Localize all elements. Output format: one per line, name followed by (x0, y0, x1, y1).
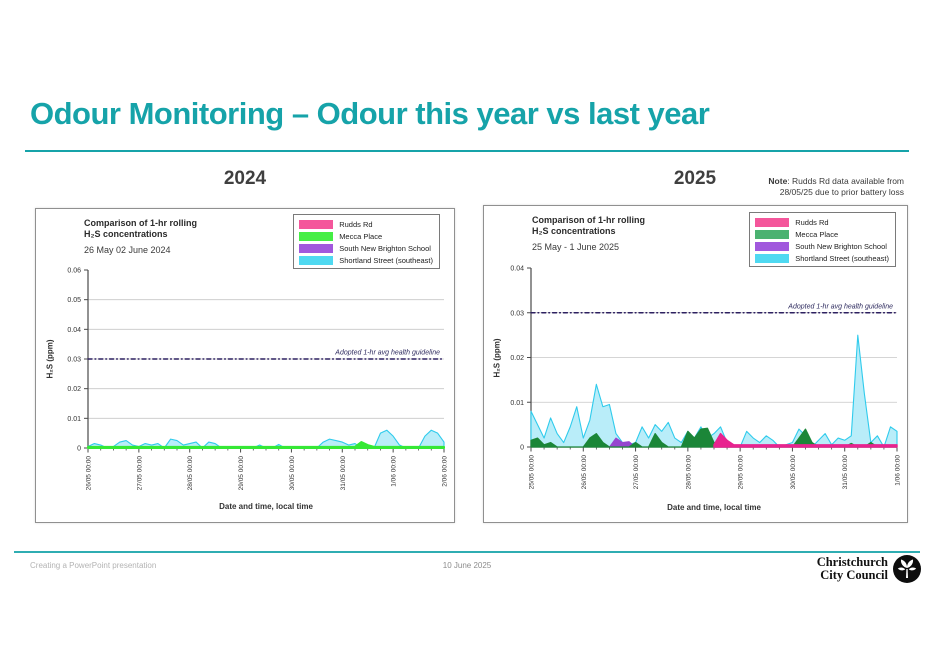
legend-label: Rudds Rd (795, 217, 829, 227)
legend-item: Rudds Rd (299, 219, 433, 229)
legend-item: Mecca Place (755, 229, 889, 239)
health-guideline-label: Adopted 1-hr avg health guideline (787, 303, 893, 310)
x-tick-label: 1/06 00:00 (391, 456, 398, 487)
note-line1: : Rudds Rd data available from (787, 176, 904, 186)
x-tick-label: 1/06 00:00 (895, 455, 902, 486)
chart-2025-ylabel: H₂S (ppm) (492, 338, 502, 378)
ccc-logo-icon (893, 555, 921, 583)
legend-item: South New Brighton School (299, 243, 433, 253)
chart-2024-title-line1: Comparison of 1-hr rolling (84, 218, 198, 228)
chart-2024-plot: 0 0.01 0.02 0.03 0.04 0.05 0.06 26/05 00:00 27/0… (67, 268, 449, 491)
legend-item: Shortland Street (southeast) (299, 255, 433, 265)
y-tick-label: 0.03 (510, 310, 524, 317)
chart-2024-title: Comparison of 1-hr rolling H₂S concentra… (84, 218, 197, 240)
ccc-logo: Christchurch City Council (817, 554, 922, 584)
legend-label: Mecca Place (339, 231, 383, 241)
y-tick-label: 0.02 (510, 355, 524, 362)
legend-item: South New Brighton School (755, 241, 889, 251)
legend-label: Shortland Street (southeast) (795, 253, 889, 263)
series-mecca-place (87, 441, 445, 449)
title-divider (25, 150, 909, 152)
chart-heading-2025: 2025 (673, 168, 717, 189)
legend-swatch (755, 229, 790, 239)
legend-item: Mecca Place (299, 231, 433, 241)
legend-swatch (299, 255, 334, 265)
note-bold: Note (768, 176, 788, 186)
chart-2025-title-line1: Comparison of 1-hr rolling (532, 215, 646, 225)
x-tick-label: 27/05 00:00 (136, 456, 143, 491)
ccc-logo-line1: Christchurch (816, 555, 888, 569)
legend-swatch (755, 241, 790, 251)
x-tick-label: 31/05 00:00 (842, 455, 849, 490)
chart-2024-subtitle: 26 May 02 June 2024 (84, 245, 171, 255)
y-tick-label: 0 (77, 446, 81, 453)
footer-caption: Creating a PowerPoint presentation (30, 561, 157, 570)
series-rudds-rd (713, 432, 898, 448)
legend-item: Rudds Rd (755, 217, 889, 227)
chart-2024-xlabel: Date and time, local time (219, 502, 313, 511)
x-tick-label: 26/05 00:00 (86, 456, 93, 491)
chart-2025-plot: 0 0.01 0.02 0.03 0.04 25/05 00:00 26/05 00:00 2… (510, 266, 902, 490)
legend-swatch (299, 219, 334, 229)
x-tick-label: 31/05 00:00 (340, 456, 347, 491)
chart-heading-2024: 2024 (223, 168, 267, 189)
note-text: Note: Rudds Rd data available from 28/05… (768, 176, 904, 198)
series-shortland-street-southeast (87, 429, 445, 449)
y-tick-label: 0.04 (67, 327, 81, 334)
chart-2025-title-line2: H₂S concentrations (532, 226, 616, 236)
legend-swatch (299, 243, 334, 253)
ccc-logo-line2: City Council (820, 568, 888, 582)
chart-2025-legend: Rudds Rd Mecca Place South New Brighton Sc… (749, 212, 896, 267)
chart-2025-xlabel: Date and time, local time (667, 503, 761, 512)
footer-divider (14, 551, 920, 553)
legend-label: Rudds Rd (339, 219, 373, 229)
legend-swatch (299, 231, 334, 241)
chart-2024-legend: Rudds Rd Mecca Place South New Brighton Sc… (293, 214, 440, 269)
legend-label: Shortland Street (southeast) (339, 255, 433, 265)
y-tick-label: 0.01 (67, 416, 81, 423)
legend-item: Shortland Street (southeast) (755, 253, 889, 263)
series-shortland-street-southeast (530, 334, 898, 448)
chart-2024-ylabel: H₂S (ppm) (45, 339, 55, 379)
x-tick-label: 28/05 00:00 (187, 456, 194, 491)
legend-swatch (755, 217, 790, 227)
x-tick-label: 30/05 00:00 (289, 456, 296, 491)
chart-2024-title-line2: H₂S concentrations (84, 229, 168, 239)
x-tick-label: 25/05 00:00 (529, 455, 536, 490)
legend-swatch (755, 253, 790, 263)
legend-label: Mecca Place (795, 229, 839, 239)
x-tick-label: 26/05 00:00 (581, 455, 588, 490)
legend-label: South New Brighton School (339, 243, 431, 253)
x-tick-label: 2/06 00:00 (442, 456, 449, 487)
x-tick-label: 30/05 00:00 (790, 455, 797, 490)
y-tick-label: 0.05 (67, 297, 81, 304)
chart-panel-2024: 0 0.01 0.02 0.03 0.04 0.05 0.06 26/05 00:00 27/0… (35, 208, 455, 523)
y-tick-label: 0 (520, 445, 524, 452)
footer-date: 10 June 2025 (442, 561, 492, 570)
y-tick-label: 0.01 (510, 400, 524, 407)
health-guideline-label: Adopted 1-hr avg health guideline (334, 350, 440, 357)
page-title: Odour Monitoring – Odour this year vs la… (30, 96, 710, 131)
note-line2: 28/05/25 due to prior battery loss (779, 187, 904, 197)
chart-panel-2025: 0 0.01 0.02 0.03 0.04 25/05 00:00 26/05 00:00 2… (483, 205, 908, 523)
x-tick-label: 27/05 00:00 (633, 455, 640, 490)
y-tick-label: 0.02 (67, 386, 81, 393)
y-tick-label: 0.03 (67, 357, 81, 364)
x-tick-label: 29/05 00:00 (238, 456, 245, 491)
chart-2025-title: Comparison of 1-hr rolling H₂S concentra… (532, 215, 645, 237)
x-tick-label: 28/05 00:00 (685, 455, 692, 490)
x-tick-label: 29/05 00:00 (738, 455, 745, 490)
ccc-logo-text: Christchurch City Council (817, 556, 888, 582)
chart-2025-subtitle: 25 May - 1 June 2025 (532, 242, 620, 252)
legend-label: South New Brighton School (795, 241, 887, 251)
y-tick-label: 0.06 (67, 268, 81, 275)
y-tick-label: 0.04 (510, 266, 524, 273)
